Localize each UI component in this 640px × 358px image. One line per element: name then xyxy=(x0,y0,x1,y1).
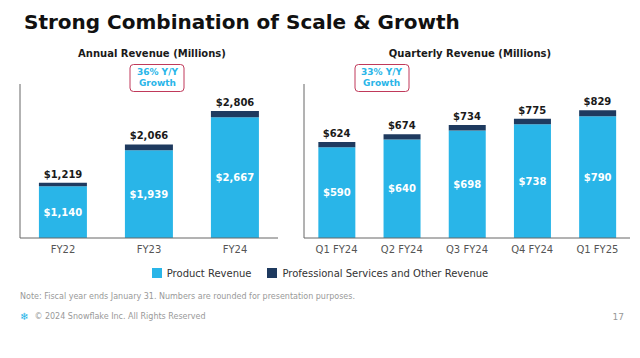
html-text:Annual Revenue (Millions): Annual Revenue (Millions) xyxy=(78,47,226,59)
svg-text:$790: $790 xyxy=(584,172,612,183)
svg-text:$2,806: $2,806 xyxy=(216,97,255,108)
svg-text:Q3 FY24: Q3 FY24 xyxy=(446,244,488,255)
svg-text:$1,140: $1,140 xyxy=(44,207,83,218)
svg-text:$829: $829 xyxy=(583,96,611,107)
svg-text:Q4 FY24: Q4 FY24 xyxy=(511,244,553,255)
html-text:Note: Fiscal year ends January: Note: Fiscal year ends January 31. Numbe… xyxy=(20,292,355,301)
html-text:17: 17 xyxy=(612,311,624,322)
svg-text:$734: $734 xyxy=(453,111,481,122)
html-text:Product Revenue: Product Revenue xyxy=(166,267,252,279)
svg-text:FY22: FY22 xyxy=(51,244,76,255)
svg-text:$640: $640 xyxy=(388,183,416,194)
svg-text:Q1 FY24: Q1 FY24 xyxy=(316,244,358,255)
html-text:33% Y/Y Growth: 33% Y/Y Growth xyxy=(361,67,403,88)
svg-text:$624: $624 xyxy=(323,128,351,139)
svg-text:$2,066: $2,066 xyxy=(130,130,169,141)
html-text:Strong Combination of Scale &: Strong Combination of Scale & Growth xyxy=(24,10,460,34)
svg-text:FY24: FY24 xyxy=(223,244,248,255)
svg-text:$775: $775 xyxy=(518,105,546,116)
html-text:36% Y/Y Growth: 36% Y/Y Growth xyxy=(136,67,178,88)
svg-text:$590: $590 xyxy=(323,187,351,198)
svg-text:$674: $674 xyxy=(388,120,416,131)
svg-text:$2,667: $2,667 xyxy=(216,172,255,183)
svg-text:$1,219: $1,219 xyxy=(44,169,83,180)
svg-text:FY23: FY23 xyxy=(137,244,162,255)
svg-text:Q2 FY24: Q2 FY24 xyxy=(381,244,423,255)
html-text:© 2024 Snowflake Inc. All Righ: © 2024 Snowflake Inc. All Rights Reserve… xyxy=(34,312,206,321)
html-text:Professional Services and Othe: Professional Services and Other Revenue xyxy=(282,267,489,279)
svg-text:Q1 FY25: Q1 FY25 xyxy=(576,244,618,255)
svg-text:$738: $738 xyxy=(519,176,547,187)
svg-text:$1,939: $1,939 xyxy=(130,189,169,200)
html-text:Quarterly Revenue (Millions): Quarterly Revenue (Millions) xyxy=(388,47,552,59)
svg-text:$698: $698 xyxy=(453,179,481,190)
